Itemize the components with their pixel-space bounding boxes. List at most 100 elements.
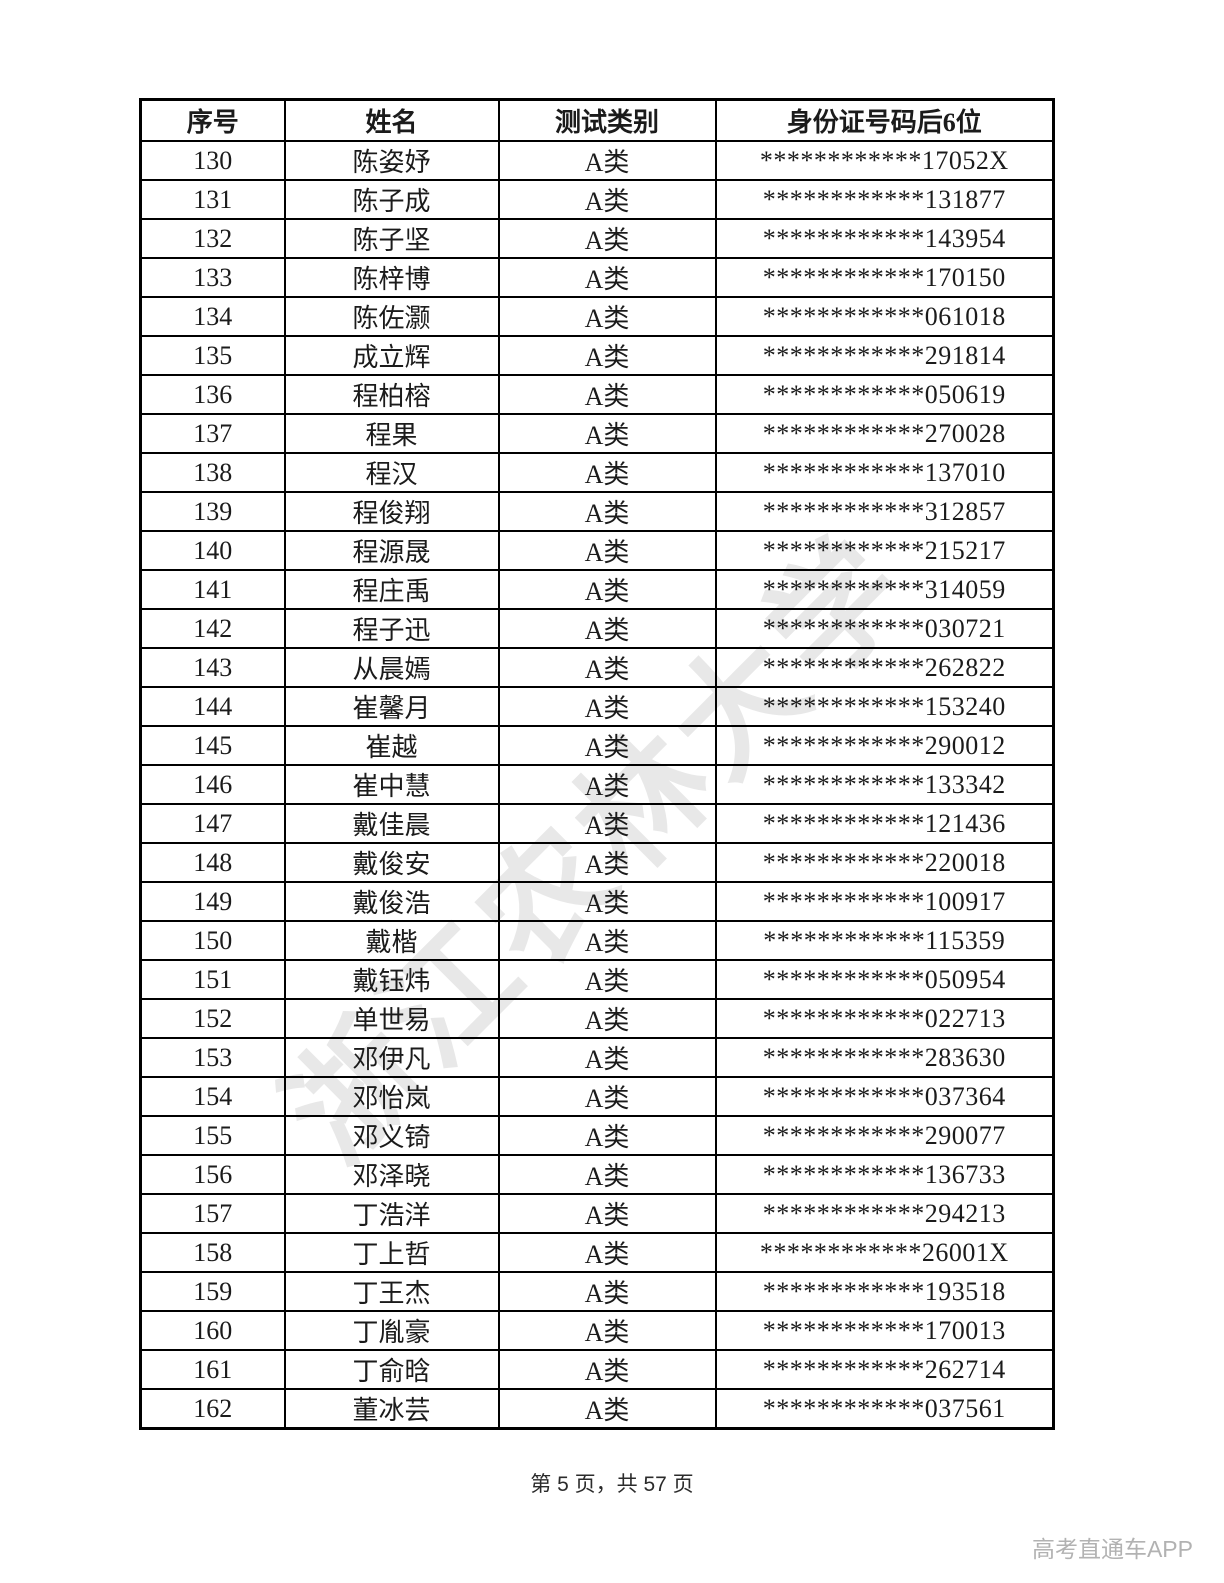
table-row: 148 戴俊安 A类 ************220018 <box>139 842 1055 883</box>
cell-name: 邓伊凡 <box>283 1037 500 1078</box>
table-row: 151 戴钰炜 A类 ************050954 <box>139 959 1055 1000</box>
cell-index: 149 <box>139 881 286 922</box>
cell-id6: ************170013 <box>714 1310 1055 1351</box>
cell-id6: ************050954 <box>714 959 1055 1000</box>
table-row: 160 丁胤豪 A类 ************170013 <box>139 1310 1055 1351</box>
cell-id6: ************262714 <box>714 1349 1055 1390</box>
cell-index: 134 <box>139 296 286 337</box>
cell-id6: ************312857 <box>714 491 1055 532</box>
cell-name: 单世易 <box>283 998 500 1039</box>
cell-name: 丁浩洋 <box>283 1193 500 1234</box>
cell-id6: ************153240 <box>714 686 1055 727</box>
cell-category: A类 <box>497 218 717 259</box>
table-row: 155 邓义锜 A类 ************290077 <box>139 1115 1055 1156</box>
cell-name: 丁俞晗 <box>283 1349 500 1390</box>
cell-category: A类 <box>497 1076 717 1117</box>
cell-id6: ************270028 <box>714 413 1055 454</box>
cell-index: 153 <box>139 1037 286 1078</box>
cell-index: 155 <box>139 1115 286 1156</box>
cell-index: 136 <box>139 374 286 415</box>
cell-category: A类 <box>497 257 717 298</box>
table-row: 158 丁上哲 A类 ************26001X <box>139 1232 1055 1273</box>
table-row: 145 崔越 A类 ************290012 <box>139 725 1055 766</box>
cell-id6: ************170150 <box>714 257 1055 298</box>
cell-category: A类 <box>497 920 717 961</box>
table-row: 149 戴俊浩 A类 ************100917 <box>139 881 1055 922</box>
cell-index: 133 <box>139 257 286 298</box>
cell-index: 139 <box>139 491 286 532</box>
cell-category: A类 <box>497 764 717 805</box>
cell-index: 135 <box>139 335 286 376</box>
cell-category: A类 <box>497 1310 717 1351</box>
roster-table: 序号 姓名 测试类别 身份证号码后6位 130 陈姿妤 A类 *********… <box>139 98 1055 1430</box>
table-row: 134 陈佐灏 A类 ************061018 <box>139 296 1055 337</box>
cell-id6: ************17052X <box>714 140 1055 181</box>
cell-category: A类 <box>497 647 717 688</box>
table-row: 138 程汉 A类 ************137010 <box>139 452 1055 493</box>
cell-name: 戴俊安 <box>283 842 500 883</box>
cell-index: 144 <box>139 686 286 727</box>
cell-name: 邓义锜 <box>283 1115 500 1156</box>
cell-name: 程果 <box>283 413 500 454</box>
table-row: 143 从晨嫣 A类 ************262822 <box>139 647 1055 688</box>
cell-name: 陈姿妤 <box>283 140 500 181</box>
cell-category: A类 <box>497 686 717 727</box>
cell-name: 丁胤豪 <box>283 1310 500 1351</box>
cell-category: A类 <box>497 1154 717 1195</box>
cell-id6: ************294213 <box>714 1193 1055 1234</box>
cell-id6: ************100917 <box>714 881 1055 922</box>
cell-category: A类 <box>497 803 717 844</box>
table-row: 157 丁浩洋 A类 ************294213 <box>139 1193 1055 1234</box>
cell-id6: ************061018 <box>714 296 1055 337</box>
cell-name: 程源晟 <box>283 530 500 571</box>
cell-id6: ************022713 <box>714 998 1055 1039</box>
cell-index: 142 <box>139 608 286 649</box>
table-row: 162 董冰芸 A类 ************037561 <box>139 1388 1055 1430</box>
cell-category: A类 <box>497 374 717 415</box>
cell-name: 成立辉 <box>283 335 500 376</box>
cell-category: A类 <box>497 491 717 532</box>
cell-category: A类 <box>497 452 717 493</box>
table-body: 130 陈姿妤 A类 ************17052X 131 陈子成 A类… <box>139 140 1055 1430</box>
table-header-row: 序号 姓名 测试类别 身份证号码后6位 <box>139 98 1055 142</box>
cell-id6: ************030721 <box>714 608 1055 649</box>
cell-id6: ************291814 <box>714 335 1055 376</box>
table-row: 150 戴楷 A类 ************115359 <box>139 920 1055 961</box>
cell-index: 148 <box>139 842 286 883</box>
cell-index: 138 <box>139 452 286 493</box>
cell-index: 156 <box>139 1154 286 1195</box>
cell-id6: ************115359 <box>714 920 1055 961</box>
cell-category: A类 <box>497 1271 717 1312</box>
table-row: 156 邓泽晓 A类 ************136733 <box>139 1154 1055 1195</box>
cell-category: A类 <box>497 335 717 376</box>
table-row: 142 程子迅 A类 ************030721 <box>139 608 1055 649</box>
table-row: 139 程俊翔 A类 ************312857 <box>139 491 1055 532</box>
cell-category: A类 <box>497 1232 717 1273</box>
cell-name: 丁王杰 <box>283 1271 500 1312</box>
cell-name: 戴俊浩 <box>283 881 500 922</box>
cell-category: A类 <box>497 569 717 610</box>
table-row: 135 成立辉 A类 ************291814 <box>139 335 1055 376</box>
cell-category: A类 <box>497 530 717 571</box>
cell-category: A类 <box>497 1037 717 1078</box>
cell-name: 陈梓博 <box>283 257 500 298</box>
cell-index: 161 <box>139 1349 286 1390</box>
cell-index: 141 <box>139 569 286 610</box>
table-row: 136 程柏榕 A类 ************050619 <box>139 374 1055 415</box>
column-header-id6: 身份证号码后6位 <box>714 98 1055 142</box>
cell-id6: ************037364 <box>714 1076 1055 1117</box>
cell-index: 137 <box>139 413 286 454</box>
page-number: 第 5 页，共 57 页 <box>530 1473 694 1496</box>
cell-category: A类 <box>497 296 717 337</box>
cell-name: 戴佳晨 <box>283 803 500 844</box>
cell-id6: ************131877 <box>714 179 1055 220</box>
cell-name: 陈佐灏 <box>283 296 500 337</box>
cell-id6: ************133342 <box>714 764 1055 805</box>
cell-name: 戴钰炜 <box>283 959 500 1000</box>
cell-category: A类 <box>497 413 717 454</box>
cell-index: 162 <box>139 1388 286 1430</box>
cell-name: 陈子坚 <box>283 218 500 259</box>
cell-index: 152 <box>139 998 286 1039</box>
cell-category: A类 <box>497 725 717 766</box>
